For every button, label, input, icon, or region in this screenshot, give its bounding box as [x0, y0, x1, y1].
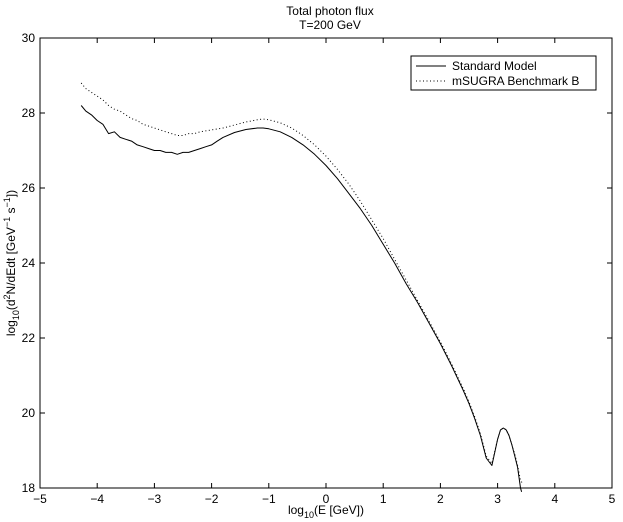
x-tick-label: 2: [437, 492, 444, 506]
series-line-standard-model: [80, 105, 523, 492]
y-tick-label: 28: [22, 106, 36, 120]
chart-subtitle: T=200 GeV: [299, 18, 361, 32]
y-tick-label: 22: [22, 331, 36, 345]
y-axis-label: log10(d2N/dEdt [GeV−1 s−1]): [2, 190, 21, 336]
x-tick-label: −1: [262, 492, 276, 506]
y-tick-label: 26: [22, 181, 36, 195]
x-tick-label: −5: [33, 492, 47, 506]
x-axis-label: log10(E [GeV]): [288, 503, 364, 520]
y-tick-label: 20: [22, 406, 36, 420]
x-tick-label: 3: [494, 492, 501, 506]
axis-ticks: −5 −4 −3 −2 −1 0 1 2 3 4 5 18 20 22 24 26 28 30: [22, 31, 616, 506]
x-tick-label: 1: [380, 492, 387, 506]
x-tick-label: −2: [205, 492, 219, 506]
legend-box: [410, 55, 597, 91]
x-tick-label: 0: [323, 492, 330, 506]
series-layer: [80, 82, 524, 492]
x-tick-label: 4: [551, 492, 558, 506]
legend-label-msugra: mSUGRA Benchmark B: [452, 74, 579, 88]
y-tick-label: 30: [22, 31, 36, 45]
chart-title: Total photon flux: [286, 4, 373, 18]
x-tick-label: −3: [148, 492, 162, 506]
series-line-msugra-benchmark-b: [80, 82, 524, 485]
y-tick-label: 18: [22, 481, 36, 495]
x-tick-label: −4: [90, 492, 104, 506]
y-tick-label: 24: [22, 256, 36, 270]
legend-label-standard-model: Standard Model: [452, 59, 537, 73]
legend: Standard Model mSUGRA Benchmark B: [410, 55, 597, 91]
x-tick-label: 5: [609, 492, 616, 506]
